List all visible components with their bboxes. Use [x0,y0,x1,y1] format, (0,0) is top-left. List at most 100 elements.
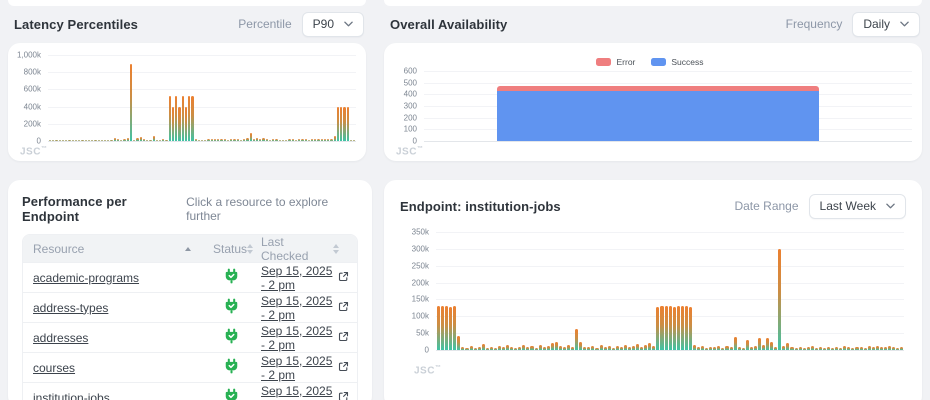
chevron-down-icon [886,203,895,209]
endpoint-bar [855,346,859,350]
endpoint-bar [619,347,623,350]
y-tick-label: 300k [411,244,429,254]
gridline [48,123,356,125]
percentile-select-value: P90 [312,17,334,31]
latency-bar [52,140,55,141]
y-tick-label: 800k [23,67,41,77]
latency-bar [61,140,65,141]
latency-bar [243,138,246,141]
column-header-resource[interactable]: Resource [33,242,201,256]
last-checked-link[interactable]: Sep 15, 2025 - 2 pm [261,353,333,382]
latency-bar [210,138,213,141]
endpoint-bar [762,345,766,350]
endpoint-bar [798,346,802,350]
endpoint-bar [510,346,514,350]
last-checked-link[interactable]: Sep 15, 2025 - 2 pm [261,323,333,352]
endpoint-detail-chart: 350k 300k 250k 200k 150k 100k 50k 0 [400,228,904,355]
y-tick-label: 0 [424,345,429,355]
endpoint-bar [664,305,668,350]
endpoint-bar [579,341,583,350]
resource-link[interactable]: address-types [33,300,109,315]
percentile-select[interactable]: P90 [301,11,364,37]
resource-cell: courses [33,361,201,375]
availability-panel-title: Overall Availability [390,16,508,32]
latency-bar [233,139,236,141]
endpoints-panel: Performance per Endpoint Click a resourc… [8,180,372,400]
endpoint-bar [741,347,745,350]
resource-link[interactable]: courses [33,360,76,375]
availability-legend: Error Success [388,55,912,68]
endpoint-bar [558,345,562,350]
resource-link[interactable]: academic-programs [33,270,140,285]
latency-bar [268,139,272,141]
endpoint-bar [705,347,709,350]
last-checked-link[interactable]: Sep 15, 2025 - 2 pm [261,293,333,322]
column-header-status[interactable]: Status [201,242,261,256]
availability-panel: Overall Availability Frequency Daily Err… [384,10,922,161]
error-segment [497,85,820,91]
column-header-last-checked[interactable]: Last Checked [261,235,349,263]
endpoint-bar [502,347,506,350]
latency-bar [294,139,298,141]
latency-bar [139,137,142,141]
sort-icon [333,244,339,254]
frequency-select[interactable]: Daily [852,11,920,37]
endpoint-bar [867,346,871,350]
endpoint-bar [469,345,473,350]
last-checked-link[interactable]: Sep 15, 2025 - 2 pm [261,383,333,400]
latency-bar [110,140,113,141]
endpoint-bar [615,345,619,350]
sort-up-arrow [247,244,254,248]
latency-bar [81,140,84,141]
endpoint-bar [599,344,603,350]
last-checked-link[interactable]: Sep 15, 2025 - 2 pm [261,263,333,292]
latency-bar [71,140,74,141]
gridline [436,350,904,351]
column-header-label: Resource [33,242,85,256]
endpoint-bar [591,345,595,350]
latency-bar [262,138,265,141]
y-tick-label: 100 [403,124,417,134]
latency-bar [259,139,262,141]
endpoint-bar [766,338,770,350]
y-tick-label: 50k [416,328,429,338]
endpoint-bar [701,345,705,350]
external-link-icon [338,331,349,345]
endpoint-bar [477,346,481,350]
endpoint-bar [465,348,469,350]
latency-bar [298,138,301,141]
latency-bar [278,140,281,141]
latency-bar [165,139,168,141]
endpoints-panel-title: Performance per Endpoint [22,194,127,224]
plot-area [48,55,356,142]
endpoint-bar [879,346,883,350]
sort-asc-arrow [185,247,191,251]
plug-check-icon [225,328,238,347]
endpoint-bar [562,347,566,350]
date-range-select[interactable]: Last Week [808,193,906,219]
latency-bar [330,139,333,141]
latency-bar [149,140,152,141]
latency-bar [340,107,343,141]
last-checked-cell: Sep 15, 2025 - 2 pm [261,264,349,292]
column-header-label: Last Checked [261,235,309,263]
availability-stacked-bar [497,85,820,141]
resource-cell: addresses [33,331,201,345]
latency-bar [272,138,275,141]
date-range-select-value: Last Week [819,199,876,213]
legend-label: Success [671,56,704,67]
latency-bar [323,139,327,141]
endpoint-bar [603,346,607,350]
resource-link[interactable]: institution-jobs [33,390,110,400]
endpoint-bar [587,347,591,350]
y-tick-label: 1,000k [16,50,41,60]
endpoint-bar [822,347,826,350]
latency-bar [184,107,188,141]
y-tick-label: 100k [411,311,429,321]
legend-item: Success [651,56,704,67]
latency-bar [171,107,175,141]
latency-bar [178,107,181,141]
gridline [424,141,912,142]
resource-link[interactable]: addresses [33,330,89,345]
latency-bar [320,139,323,141]
